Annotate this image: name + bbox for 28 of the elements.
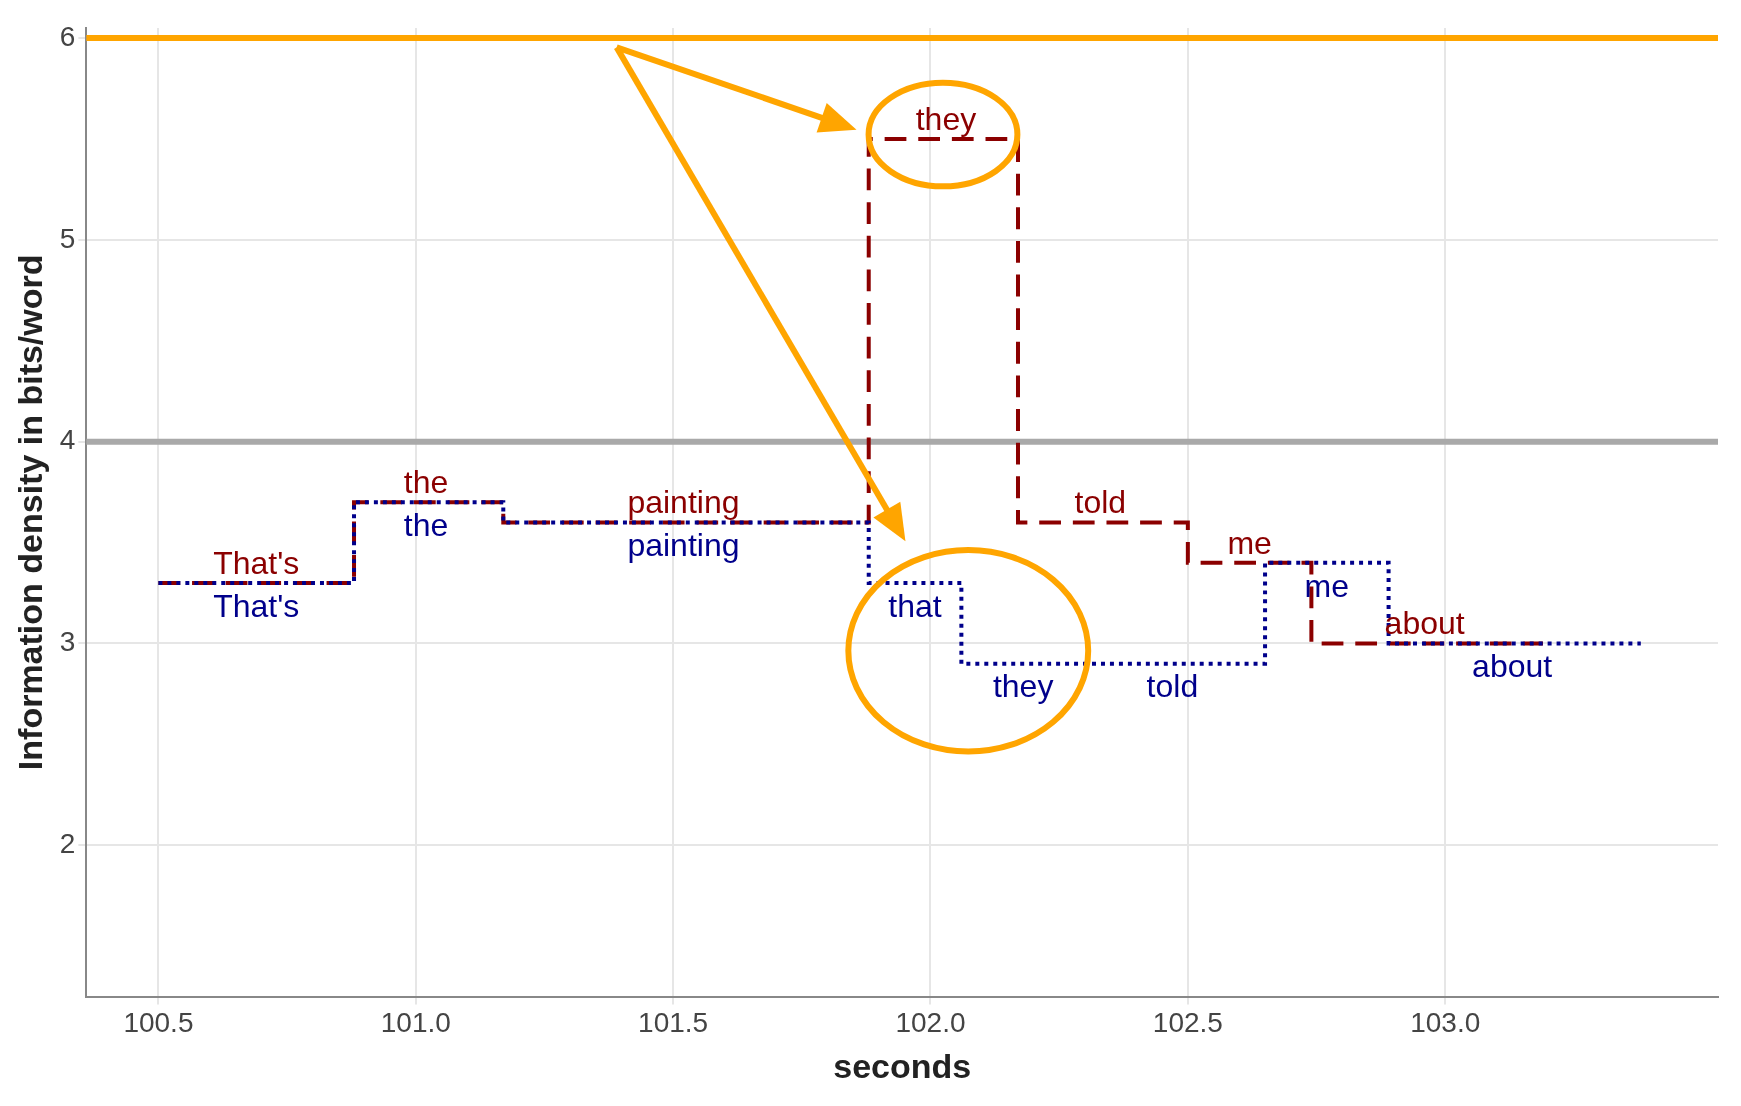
data-label: that	[888, 587, 942, 624]
x-tick-label: 102.5	[1152, 1007, 1223, 1039]
data-label: they	[915, 100, 977, 137]
y-tick-label: 6	[59, 20, 76, 52]
data-label: me	[1304, 567, 1350, 604]
data-label: That's	[213, 544, 300, 581]
y-tick-label: 4	[59, 424, 76, 456]
x-tick-label: 101.5	[638, 1007, 709, 1039]
data-label: me	[1227, 524, 1272, 561]
y-tick-label: 3	[59, 626, 76, 658]
data-label: the	[403, 507, 449, 544]
data-label: they	[992, 668, 1054, 705]
data-label: about	[1384, 605, 1465, 642]
data-label: painting	[627, 484, 740, 521]
x-tick-label: 101.0	[380, 1007, 451, 1039]
x-tick-label: 102.0	[895, 1007, 966, 1039]
data-label: told	[1146, 668, 1199, 705]
data-label: That's	[213, 587, 300, 624]
x-tick-label: 100.5	[123, 1007, 194, 1039]
y-tick-label: 2	[59, 827, 76, 859]
data-label: painting	[627, 527, 740, 564]
y-axis-title: Information density in bits/word	[10, 254, 49, 771]
x-tick-label: 103.0	[1410, 1007, 1481, 1039]
data-label: told	[1074, 484, 1127, 521]
data-label: the	[403, 464, 449, 501]
y-tick-label: 5	[59, 222, 76, 254]
x-axis-title: seconds	[833, 1046, 972, 1085]
data-label: about	[1472, 648, 1553, 685]
